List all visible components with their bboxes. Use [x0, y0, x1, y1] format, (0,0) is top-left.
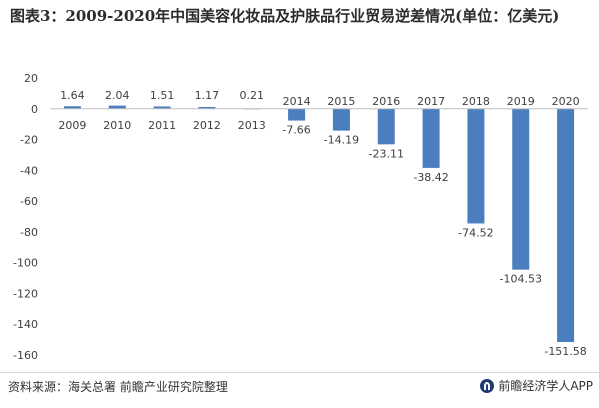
y-tick-label: -140 — [13, 318, 38, 331]
x-tick-label: 2014 — [283, 95, 311, 108]
bar-2014 — [288, 108, 306, 121]
bar-2016 — [377, 108, 395, 145]
y-tick-label: -160 — [13, 349, 38, 362]
y-tick-label: 20 — [24, 72, 38, 85]
value-label: -104.53 — [500, 273, 542, 286]
x-tick-label: 2017 — [417, 95, 445, 108]
x-tick-label: 2010 — [103, 119, 131, 132]
bar-2015 — [332, 108, 350, 131]
value-label: 1.17 — [195, 89, 220, 102]
value-label: -151.58 — [544, 345, 586, 358]
x-tick-label: 2018 — [462, 95, 490, 108]
chart-title: 图表3：2009-2020年中国美容化妆品及护肤品行业贸易逆差情况(单位：亿美元… — [10, 7, 560, 25]
value-label: -14.19 — [324, 134, 359, 147]
value-label: 2.04 — [105, 89, 130, 102]
bar-2012 — [198, 106, 216, 109]
y-tick-label: 0 — [31, 103, 38, 116]
x-tick-label: 2015 — [327, 95, 355, 108]
x-tick-label: 2013 — [238, 119, 266, 132]
bar-2020 — [557, 108, 575, 343]
y-tick-label: -20 — [20, 134, 38, 147]
brand-credit: 前瞻经济学人APP — [480, 377, 593, 394]
value-label: -7.66 — [282, 124, 310, 137]
x-axis: 2009 2010 2011 2012 2013 2014 2015 2016 2017 2018… — [58, 95, 579, 132]
x-tick-label: 2009 — [58, 119, 86, 132]
x-tick-label: 2019 — [507, 95, 535, 108]
y-tick-label: -80 — [20, 226, 38, 239]
bar-2018 — [467, 108, 485, 224]
value-label: 1.64 — [60, 89, 85, 102]
value-label: -74.52 — [458, 226, 493, 239]
y-axis: 20 0 -20 -40 -60 -80 -100 -120 -140 -160 — [13, 72, 38, 362]
value-label: -23.11 — [369, 147, 404, 160]
value-label: 0.21 — [240, 89, 265, 102]
x-tick-label: 2016 — [372, 95, 400, 108]
bar-2017 — [422, 108, 440, 168]
y-tick-label: -60 — [20, 195, 38, 208]
bar-series — [63, 105, 575, 343]
value-label: -38.42 — [413, 171, 448, 184]
footer-divider — [0, 372, 599, 373]
bar-2010 — [108, 105, 126, 109]
bar-2011 — [153, 106, 171, 109]
x-tick-label: 2011 — [148, 119, 176, 132]
brand-logo-icon — [480, 378, 495, 393]
data-labels: 1.64 2.04 1.51 1.17 0.21 -7.66 -14.19 -23.11 -38… — [60, 89, 587, 358]
value-label: 1.51 — [150, 89, 175, 102]
x-tick-label: 2020 — [552, 95, 580, 108]
source-note: 资料来源：海关总署 前瞻产业研究院整理 — [8, 380, 228, 394]
y-tick-label: -100 — [13, 257, 38, 270]
bar-2009 — [63, 106, 81, 109]
y-tick-label: -40 — [20, 164, 38, 177]
y-tick-label: -120 — [13, 287, 38, 300]
brand-name: 前瞻经济学人APP — [498, 379, 593, 393]
x-tick-label: 2012 — [193, 119, 221, 132]
bar-2019 — [512, 108, 530, 270]
